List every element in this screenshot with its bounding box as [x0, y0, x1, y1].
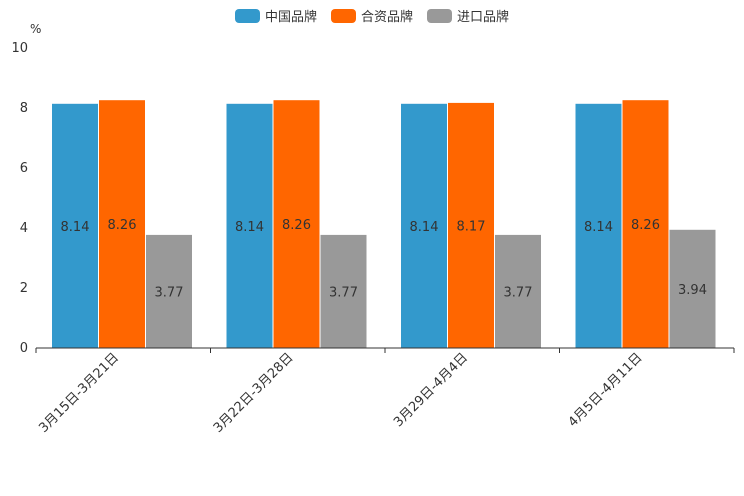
bar-value-label: 8.14: [410, 220, 439, 235]
bar-import-brand[interactable]: [669, 229, 716, 348]
bar-joint-venture-brand[interactable]: [273, 100, 320, 348]
y-tick-label: 4: [20, 221, 28, 236]
x-tick-label: 3月22日-3月28日: [211, 350, 297, 436]
bar-value-label: 8.14: [584, 220, 613, 235]
legend-label-china-brand: 中国品牌: [264, 10, 317, 25]
legend-swatch-china-brand: [234, 8, 260, 23]
bar-china-brand[interactable]: [401, 103, 447, 348]
y-tick-label: 0: [20, 341, 28, 356]
x-tick-label: 4月5日-4月11日: [566, 350, 646, 430]
y-tick-label: 10: [11, 41, 28, 56]
bar-value-label: 8.26: [631, 218, 660, 233]
legend-label-joint-venture-brand: 合资品牌: [360, 10, 413, 25]
legend-swatch-joint-venture-brand: [330, 8, 356, 23]
bar-joint-venture-brand[interactable]: [622, 100, 669, 348]
bar-import-brand[interactable]: [495, 234, 541, 348]
bar-import-brand[interactable]: [146, 234, 192, 348]
bar-joint-venture-brand[interactable]: [99, 100, 145, 348]
legend: 中国品牌 合资品牌 进口品牌: [0, 6, 744, 25]
bars-layer: 8.14 8.26 3.77 8.14 8.26 3.77 8.14 8.17 3.77 8.14…: [52, 100, 716, 349]
bar-china-brand[interactable]: [575, 103, 622, 348]
y-tick-label: 2: [20, 281, 28, 296]
y-axis: 0 2 4 6 8 10: [11, 41, 28, 356]
x-tick-label: 3月29日-4月4日: [391, 350, 471, 430]
y-tick-label: 6: [20, 161, 28, 176]
bar-value-label: 3.77: [504, 285, 533, 300]
bar-joint-venture-brand[interactable]: [448, 102, 494, 349]
x-axis: 3月15日-3月21日 3月22日-3月28日 3月29日-4月4日 4月5日-4月1…: [35, 347, 735, 436]
bar-value-label: 3.77: [155, 285, 184, 300]
legend-item-import-brand[interactable]: 进口品牌: [427, 6, 509, 25]
bar-china-brand[interactable]: [52, 103, 98, 348]
legend-item-china-brand[interactable]: 中国品牌: [234, 6, 317, 25]
bar-value-label: 8.14: [61, 220, 90, 235]
bar-value-label: 3.94: [678, 283, 707, 298]
legend-swatch-import-brand: [427, 8, 452, 23]
bar-value-label: 8.17: [457, 219, 486, 234]
legend-label-import-brand: 进口品牌: [457, 10, 510, 25]
y-tick-label: 8: [20, 101, 28, 116]
bar-import-brand[interactable]: [320, 234, 367, 348]
bar-value-label: 8.26: [282, 218, 311, 233]
bar-value-label: 8.26: [108, 218, 137, 233]
legend-item-joint-venture-brand[interactable]: 合资品牌: [330, 6, 413, 25]
bar-value-label: 3.77: [329, 285, 358, 300]
x-tick-label: 3月15日-3月21日: [36, 350, 122, 436]
bar-china-brand[interactable]: [226, 103, 273, 348]
bar-value-label: 8.14: [235, 220, 264, 235]
y-axis-unit-label: %: [30, 22, 41, 36]
